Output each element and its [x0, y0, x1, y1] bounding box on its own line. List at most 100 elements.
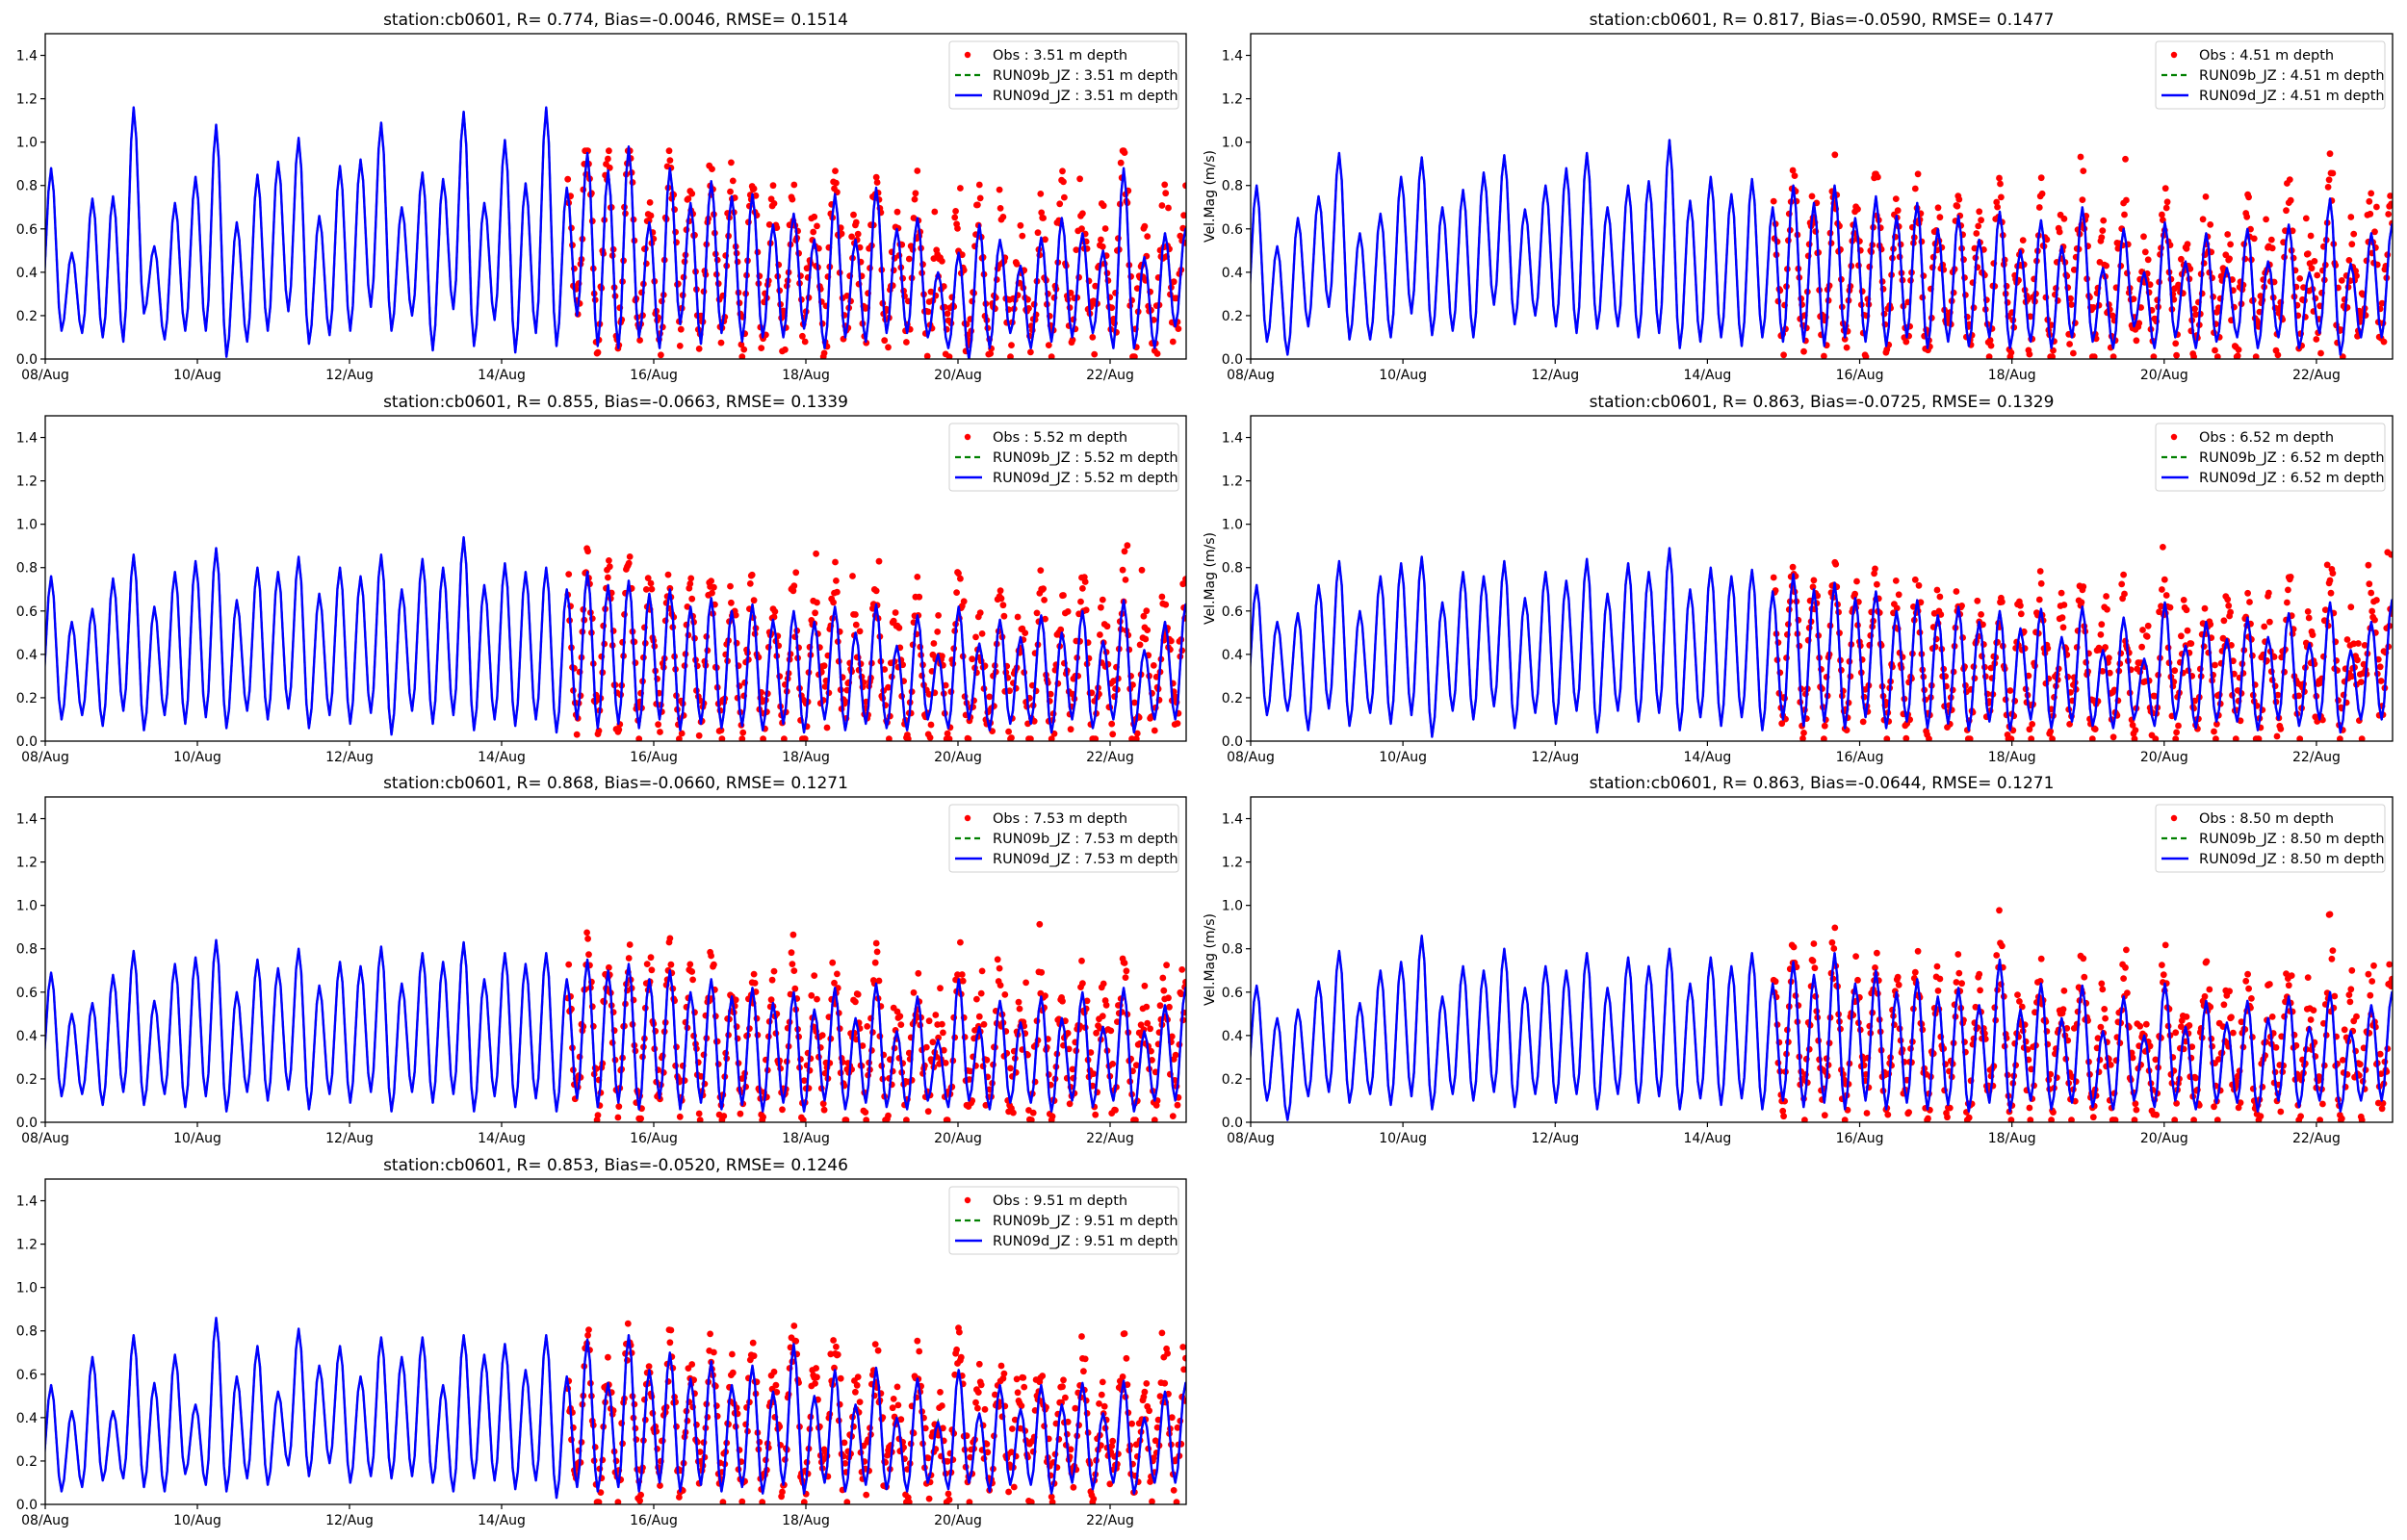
obs-point	[1911, 576, 1919, 583]
y-tick-label: 1.2	[16, 856, 38, 871]
obs-point	[875, 977, 883, 985]
plot-area	[45, 920, 1186, 1122]
obs-point	[2152, 735, 2160, 741]
panel-title: station:cb0601, R= 0.863, Bias=-0.0644, …	[1590, 774, 2055, 793]
obs-point	[1040, 215, 1047, 221]
obs-point	[923, 352, 931, 359]
obs-point	[773, 224, 781, 232]
obs-point	[2017, 602, 2024, 609]
obs-point	[758, 345, 765, 351]
obs-point	[2036, 978, 2044, 985]
obs-point	[1060, 178, 1067, 186]
legend-label: Obs : 6.52 m depth	[2199, 430, 2334, 446]
obs-point	[1141, 1388, 1149, 1396]
obs-point	[584, 1331, 591, 1339]
obs-point	[750, 185, 758, 192]
obs-point	[939, 653, 945, 660]
obs-point	[874, 1347, 882, 1354]
obs-point	[1099, 1378, 1106, 1386]
obs-point	[1109, 731, 1117, 738]
obs-point	[1048, 735, 1055, 741]
obs-point	[2035, 204, 2043, 211]
obs-point	[790, 582, 798, 590]
obs-point	[2178, 1023, 2185, 1030]
y-tick-label: 1.4	[16, 49, 38, 64]
obs-point	[1158, 593, 1166, 601]
obs-point	[799, 1116, 807, 1122]
legend-box	[2155, 804, 2386, 873]
obs-point	[1132, 1062, 1140, 1069]
obs-point	[852, 998, 859, 1006]
obs-point	[2161, 576, 2168, 583]
y-tick-label: 1.2	[1222, 92, 1243, 108]
y-tick-label: 0.0	[1222, 352, 1243, 368]
panel-title: station:cb0601, R= 0.855, Bias=-0.0663, …	[383, 393, 848, 412]
obs-point	[738, 353, 746, 359]
obs-point	[644, 575, 652, 581]
obs-point	[1780, 351, 1787, 359]
obs-point	[697, 1072, 705, 1080]
obs-point	[1014, 613, 1022, 621]
axes-frame	[1250, 415, 2394, 742]
obs-point	[838, 230, 845, 238]
obs-point	[1021, 1383, 1028, 1391]
obs-point	[2354, 656, 2361, 664]
obs-point	[1993, 198, 2001, 206]
obs-point	[1987, 342, 1995, 349]
plot-area	[45, 1317, 1186, 1504]
obs-point	[759, 1499, 766, 1504]
obs-point	[1098, 236, 1104, 244]
obs-point	[2103, 593, 2110, 600]
obs-point	[1168, 1033, 1176, 1040]
obs-point	[2368, 190, 2375, 197]
obs-point	[2099, 668, 2107, 675]
obs-point	[2027, 313, 2034, 321]
obs-point	[1831, 924, 1839, 932]
obs-point	[905, 1499, 913, 1504]
legend-box	[948, 804, 1179, 873]
obs-point	[2368, 589, 2375, 597]
obs-point	[1037, 191, 1045, 197]
obs-point	[945, 353, 953, 359]
obs-point	[1061, 193, 1068, 201]
obs-point	[1072, 1404, 1079, 1412]
obs-point	[1136, 641, 1144, 649]
obs-point	[2243, 213, 2251, 220]
x-tick-label: 14/Aug	[478, 750, 526, 765]
y-tick-label: 0.6	[16, 222, 38, 238]
obs-point	[645, 217, 653, 224]
obs-point	[1944, 1114, 1951, 1121]
obs-point	[1018, 1402, 1025, 1409]
obs-point	[1149, 1498, 1155, 1504]
obs-point	[750, 1352, 758, 1360]
y-axis-label: Vel.Mag (m/s)	[1203, 150, 1218, 243]
obs-point	[2365, 561, 2372, 569]
obs-point	[1143, 1003, 1151, 1011]
obs-point	[720, 1113, 728, 1119]
obs-point	[1000, 612, 1008, 620]
obs-point	[893, 208, 901, 216]
obs-point	[2019, 237, 2027, 244]
obs-point	[1020, 1374, 1027, 1381]
x-tick-label: 22/Aug	[2292, 750, 2341, 765]
obs-point	[2211, 728, 2217, 735]
obs-point	[789, 961, 796, 967]
obs-point	[2111, 1116, 2119, 1122]
obs-point	[974, 1389, 982, 1396]
obs-point	[829, 959, 837, 966]
obs-point	[1097, 631, 1103, 638]
obs-point	[1165, 204, 1172, 212]
obs-point	[903, 339, 910, 346]
obs-point	[614, 1499, 622, 1504]
y-tick-label: 1.0	[16, 899, 38, 914]
legend-label: RUN09b_JZ : 4.51 m depth	[2199, 68, 2385, 84]
obs-point	[1010, 1109, 1017, 1116]
obs-point	[2172, 735, 2180, 741]
y-tick-label: 0.2	[16, 691, 38, 706]
obs-point	[800, 1499, 808, 1504]
obs-point	[914, 1337, 921, 1345]
obs-point	[830, 599, 837, 606]
obs-point	[1064, 608, 1072, 615]
obs-point	[605, 155, 611, 163]
